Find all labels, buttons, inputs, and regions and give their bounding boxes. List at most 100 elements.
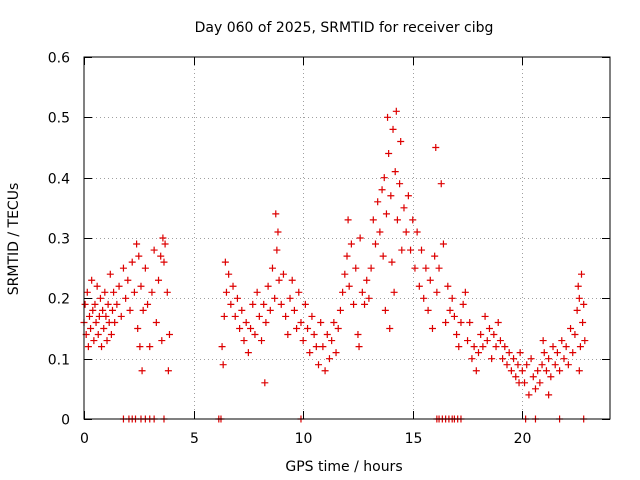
data-point [88,276,96,284]
data-point [225,270,233,278]
data-point [104,300,112,308]
data-point [424,306,432,314]
data-point [556,367,564,375]
chart-title: Day 060 of 2025, SRMTID for receiver cib… [195,20,494,36]
data-point [117,312,125,320]
data-point [514,361,522,369]
data-point [437,180,445,188]
data-point [418,246,426,254]
data-point [379,252,387,260]
data-point [150,246,158,254]
data-point [138,367,146,375]
data-point [345,282,353,290]
data-point [130,288,138,296]
x-axis-label: GPS time / hours [285,459,402,475]
data-point [279,270,287,278]
data-point [457,318,465,326]
y-tick-label: 0.1 [48,353,70,369]
data-point [122,294,130,302]
data-point [251,331,259,339]
data-point [304,325,312,332]
data-point [165,331,173,339]
data-point [343,252,351,260]
data-point [507,367,515,375]
data-point [411,264,419,272]
data-point [106,270,114,278]
data-point [293,325,301,332]
data-point [354,331,362,339]
data-point [413,228,421,236]
x-tick-label: 0 [80,431,89,447]
data-point [261,379,269,387]
data-point [381,306,389,314]
data-point [393,216,401,224]
data-point [551,361,559,369]
data-point [540,349,548,357]
data-point [90,337,98,345]
data-point [91,300,99,308]
data-point [369,216,377,224]
data-point [396,180,404,188]
data-point [549,343,557,351]
data-point [397,137,405,145]
x-tick-label: 15 [405,431,423,447]
data-point [286,294,294,302]
data-point [227,300,235,308]
data-point [453,331,461,339]
data-point [545,355,553,363]
data-point [466,318,474,326]
data-point [470,343,478,351]
data-point [492,343,500,351]
data-point [562,343,570,351]
data-point [371,240,379,248]
data-point [387,192,395,200]
data-point [152,318,160,326]
data-point [108,306,116,314]
data-point [472,367,480,375]
data-point [242,318,250,326]
data-point [539,337,547,345]
data-point [515,379,523,387]
data-point [576,343,584,351]
x-tick-label: 10 [295,431,313,447]
data-point [84,343,92,351]
data-point [573,306,581,314]
data-point [448,294,456,302]
data-point [282,312,290,320]
data-point [148,288,156,296]
data-point [355,343,363,351]
data-point [146,343,154,351]
data-point [299,337,307,345]
data-point [297,318,305,326]
data-point [268,264,276,272]
data-point [101,288,109,296]
data-point [306,349,314,357]
data-point [378,186,386,194]
data-point [564,361,572,369]
data-point [468,355,476,363]
data-point [221,258,229,266]
data-point [560,355,568,363]
data-point [308,312,316,320]
data-point [240,337,248,345]
data-point [301,300,309,308]
data-point [496,337,504,345]
data-point [446,306,454,314]
data-point [488,355,496,363]
data-point [160,258,168,266]
data-point [325,355,333,363]
data-point [580,300,588,308]
data-point [262,318,270,326]
data-point [321,367,329,375]
data-point [518,367,526,375]
data-point [103,337,111,345]
data-point [428,325,436,332]
data-point [100,325,108,332]
data-point [367,264,375,272]
data-point [420,294,428,302]
data-point [310,331,318,339]
data-point [361,300,369,308]
data-point [339,288,347,296]
data-point [271,294,279,302]
data-point [439,240,447,248]
